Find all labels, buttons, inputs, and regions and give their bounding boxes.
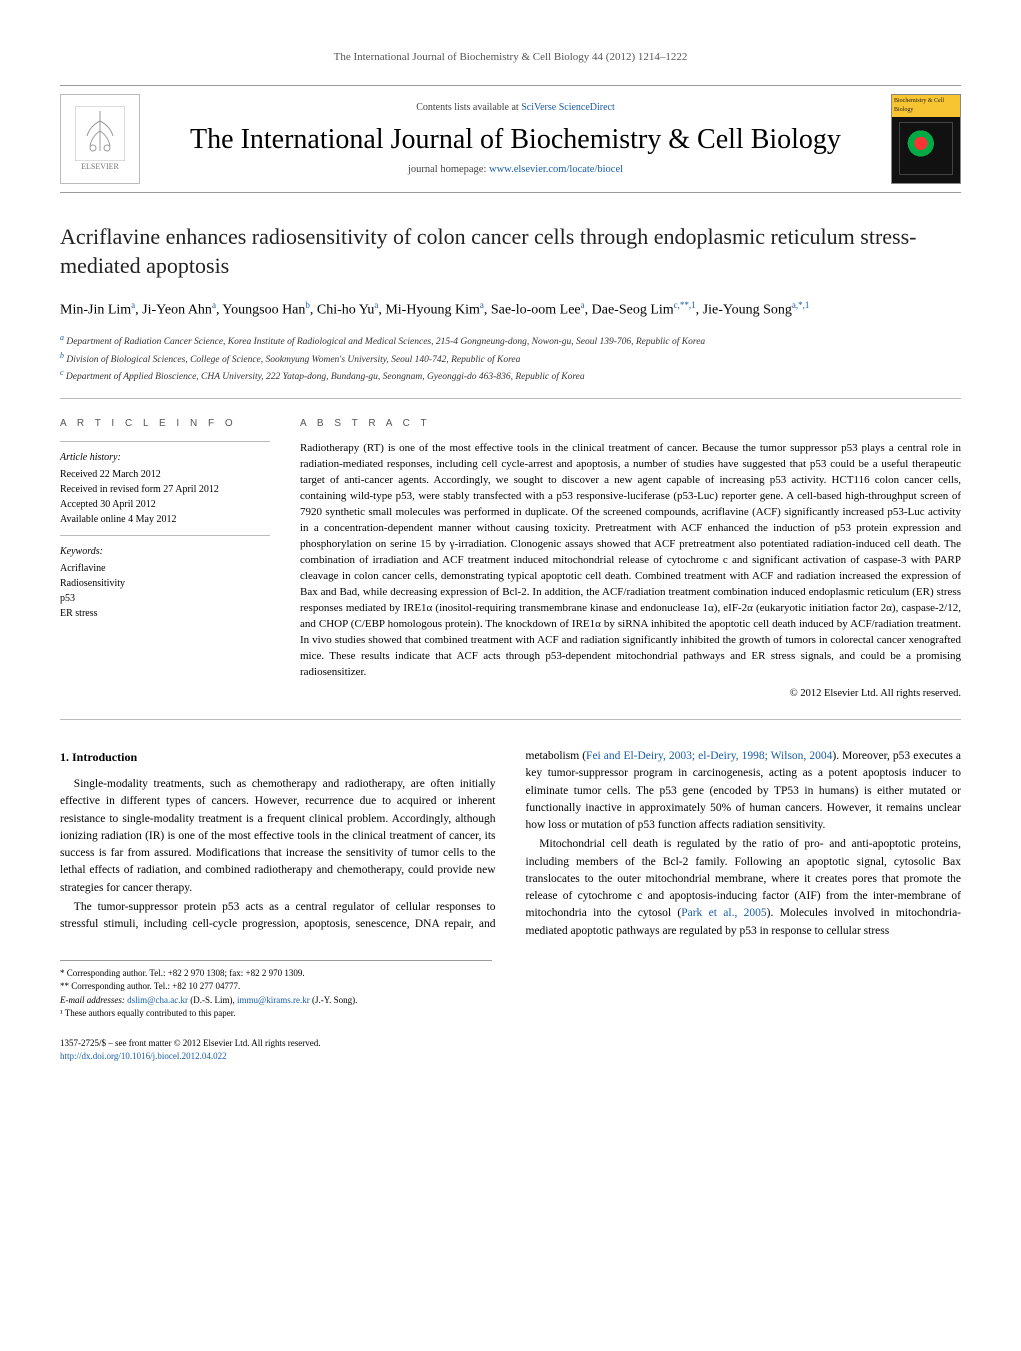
sciencedirect-link[interactable]: SciVerse ScienceDirect bbox=[521, 102, 615, 113]
affiliation-line: c Department of Applied Bioscience, CHA … bbox=[60, 367, 961, 384]
article-title: Acriflavine enhances radiosensitivity of… bbox=[60, 223, 961, 280]
keywords-header: Keywords: bbox=[60, 544, 270, 559]
keyword: Radiosensitivity bbox=[60, 576, 270, 591]
front-matter-line: 1357-2725/$ – see front matter © 2012 El… bbox=[60, 1037, 961, 1050]
elsevier-tree-icon bbox=[75, 106, 125, 161]
history-lines: Received 22 March 2012Received in revise… bbox=[60, 467, 270, 527]
doi-link[interactable]: http://dx.doi.org/10.1016/j.biocel.2012.… bbox=[60, 1051, 227, 1061]
corresponding-author-1: * Corresponding author. Tel.: +82 2 970 … bbox=[60, 967, 492, 981]
email-link-1[interactable]: dslim@cha.ac.kr bbox=[127, 995, 188, 1005]
cover-top-text: Biochemistry & Cell Biology bbox=[892, 95, 960, 116]
elsevier-logo: ELSEVIER bbox=[60, 94, 140, 184]
intro-paragraph-1: Single-modality treatments, such as chem… bbox=[60, 776, 496, 897]
p2-b: ). Moreover, p53 executes a key tumor-su… bbox=[526, 750, 962, 831]
history-header: Article history: bbox=[60, 450, 270, 465]
body-columns: 1. Introduction Single-modality treatmen… bbox=[60, 748, 961, 940]
homepage-line: journal homepage: www.elsevier.com/locat… bbox=[160, 163, 871, 178]
affiliations: a Department of Radiation Cancer Science… bbox=[60, 332, 961, 399]
homepage-prefix: journal homepage: bbox=[408, 164, 489, 175]
history-line: Received in revised form 27 April 2012 bbox=[60, 482, 270, 497]
elsevier-label: ELSEVIER bbox=[81, 161, 119, 172]
intro-paragraph-3: Mitochondrial cell death is regulated by… bbox=[526, 836, 962, 940]
header-center: Contents lists available at SciVerse Sci… bbox=[140, 101, 891, 177]
email-label: E-mail addresses: bbox=[60, 995, 127, 1005]
article-history-block: Article history: Received 22 March 2012R… bbox=[60, 441, 270, 535]
info-abstract-row: A R T I C L E I N F O Article history: R… bbox=[60, 417, 961, 720]
intro-heading: 1. Introduction bbox=[60, 748, 496, 766]
bottom-meta: 1357-2725/$ – see front matter © 2012 El… bbox=[60, 1037, 961, 1062]
abstract-text: Radiotherapy (RT) is one of the most eff… bbox=[300, 441, 961, 680]
affiliation-line: a Department of Radiation Cancer Science… bbox=[60, 332, 961, 349]
journal-cover-thumbnail: Biochemistry & Cell Biology bbox=[891, 94, 961, 184]
citation-link[interactable]: Fei and El-Deiry, 2003; el-Deiry, 1998; … bbox=[586, 750, 832, 762]
article-info-label: A R T I C L E I N F O bbox=[60, 417, 270, 431]
journal-header: ELSEVIER Contents lists available at Sci… bbox=[60, 85, 961, 193]
abstract-copyright: © 2012 Elsevier Ltd. All rights reserved… bbox=[300, 687, 961, 702]
keyword: p53 bbox=[60, 591, 270, 606]
abstract-label: A B S T R A C T bbox=[300, 417, 961, 431]
page: The International Journal of Biochemistr… bbox=[0, 0, 1021, 1112]
running-head: The International Journal of Biochemistr… bbox=[60, 50, 961, 65]
abstract-column: A B S T R A C T Radiotherapy (RT) is one… bbox=[300, 417, 961, 701]
keywords-block: Keywords: AcriflavineRadiosensitivityp53… bbox=[60, 535, 270, 629]
email-who-2: (J.-Y. Song). bbox=[310, 995, 358, 1005]
contents-prefix: Contents lists available at bbox=[416, 102, 521, 113]
keyword: Acriflavine bbox=[60, 561, 270, 576]
affiliation-line: b Division of Biological Sciences, Colle… bbox=[60, 350, 961, 367]
email-link-2[interactable]: immu@kirams.re.kr bbox=[237, 995, 310, 1005]
keyword: ER stress bbox=[60, 606, 270, 621]
contents-line: Contents lists available at SciVerse Sci… bbox=[160, 101, 871, 115]
journal-title: The International Journal of Biochemistr… bbox=[160, 123, 871, 157]
keywords-lines: AcriflavineRadiosensitivityp53ER stress bbox=[60, 561, 270, 621]
history-line: Accepted 30 April 2012 bbox=[60, 497, 270, 512]
equal-contribution-note: ¹ These authors equally contributed to t… bbox=[60, 1007, 492, 1021]
history-line: Available online 4 May 2012 bbox=[60, 512, 270, 527]
corresponding-author-2: ** Corresponding author. Tel.: +82 10 27… bbox=[60, 980, 492, 994]
email-line: E-mail addresses: dslim@cha.ac.kr (D.-S.… bbox=[60, 994, 492, 1008]
history-line: Received 22 March 2012 bbox=[60, 467, 270, 482]
email-who-1: (D.-S. Lim), bbox=[188, 995, 237, 1005]
cover-image-icon bbox=[899, 122, 953, 175]
footnotes: * Corresponding author. Tel.: +82 2 970 … bbox=[60, 960, 492, 1021]
homepage-link[interactable]: www.elsevier.com/locate/biocel bbox=[489, 164, 623, 175]
citation-link[interactable]: Park et al., 2005 bbox=[681, 907, 766, 919]
author-list: Min-Jin Lima, Ji-Yeon Ahna, Youngsoo Han… bbox=[60, 299, 961, 321]
article-info-column: A R T I C L E I N F O Article history: R… bbox=[60, 417, 270, 701]
